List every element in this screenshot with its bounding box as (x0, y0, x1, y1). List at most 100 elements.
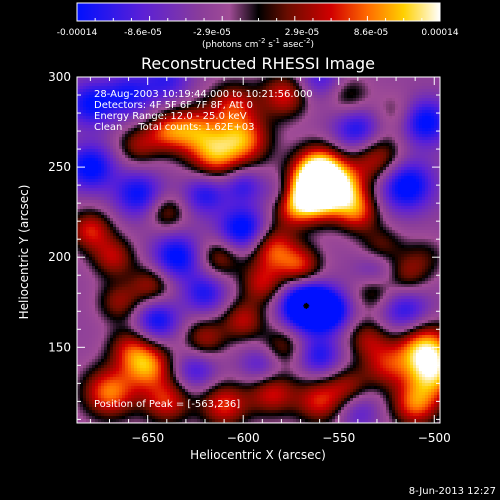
heatmap-cell (305, 98, 309, 102)
heatmap-cell (161, 83, 165, 87)
heatmap-cell (98, 119, 102, 123)
heatmap-cell (179, 158, 183, 162)
heatmap-cell (365, 92, 369, 96)
heatmap-cell (233, 188, 237, 192)
heatmap-cell (260, 119, 264, 123)
heatmap-cell (227, 89, 231, 93)
heatmap-cell (419, 185, 423, 189)
heatmap-cell (266, 155, 270, 159)
heatmap-cell (152, 149, 156, 153)
heatmap-cell (368, 173, 372, 177)
heatmap-cell (362, 161, 366, 165)
heatmap-cell (290, 86, 294, 90)
heatmap-cell (158, 140, 162, 144)
heatmap-cell (389, 179, 393, 183)
heatmap-cell (293, 95, 297, 99)
heatmap-cell (392, 110, 396, 114)
heatmap-cell (392, 80, 396, 84)
heatmap-cell (431, 173, 435, 177)
heatmap-cell (437, 146, 440, 150)
heatmap-cell (185, 185, 189, 189)
heatmap-cell (320, 152, 324, 156)
heatmap-cell (128, 137, 132, 141)
heatmap-cell (242, 119, 246, 123)
heatmap-cell (299, 149, 303, 153)
heatmap-cell (134, 92, 138, 96)
heatmap-cell (146, 188, 150, 192)
heatmap-cell (365, 149, 369, 153)
heatmap-cell (221, 86, 225, 90)
heatmap-cell (260, 134, 264, 138)
heatmap-cell (314, 191, 318, 195)
heatmap-cell (161, 122, 165, 126)
heatmap-cell (89, 92, 93, 96)
heatmap-cell (101, 191, 105, 195)
heatmap-cell (197, 194, 201, 198)
heatmap-cell (299, 110, 303, 114)
heatmap-cell (80, 77, 84, 81)
heatmap-cell (407, 86, 411, 90)
heatmap-cell (182, 158, 186, 162)
heatmap-cell (230, 83, 234, 87)
heatmap-cell (368, 92, 372, 96)
heatmap-cell (407, 89, 411, 93)
heatmap-cell (155, 95, 159, 99)
heatmap-cell (371, 128, 375, 132)
heatmap-cell (278, 89, 282, 93)
heatmap-cell (302, 80, 306, 84)
heatmap-cell (347, 140, 351, 144)
heatmap-cell (431, 131, 435, 135)
heatmap-cell (128, 179, 132, 183)
heatmap-cell (293, 176, 297, 180)
heatmap-cell (134, 107, 138, 111)
heatmap-cell (116, 194, 120, 198)
heatmap-cell (197, 146, 201, 150)
heatmap-cell (305, 146, 309, 150)
heatmap-cell (425, 119, 429, 123)
heatmap-cell (404, 113, 408, 117)
heatmap-cell (272, 86, 276, 90)
heatmap-cell (362, 86, 366, 90)
heatmap-cell (167, 152, 171, 156)
heatmap-cell (341, 191, 345, 195)
heatmap-cell (269, 89, 273, 93)
heatmap-cell (284, 167, 288, 171)
heatmap-cell (131, 92, 135, 96)
heatmap-cell (122, 149, 126, 153)
heatmap-cell (215, 146, 219, 150)
heatmap-cell (368, 152, 372, 156)
heatmap-cell (257, 92, 261, 96)
heatmap-cell (305, 173, 309, 177)
heatmap-cell (191, 158, 195, 162)
heatmap-cell (131, 167, 135, 171)
heatmap-cell (245, 167, 249, 171)
heatmap-cell (140, 107, 144, 111)
heatmap-cell (155, 113, 159, 117)
heatmap-cell (92, 95, 96, 99)
heatmap-cell (344, 89, 348, 93)
heatmap-cell (86, 167, 90, 171)
heatmap-cell (194, 188, 198, 192)
heatmap-cell (227, 110, 231, 114)
heatmap-cell (335, 125, 339, 129)
heatmap-cell (134, 140, 138, 144)
heatmap-cell (314, 152, 318, 156)
heatmap-cell (368, 110, 372, 114)
heatmap-cell (311, 191, 315, 195)
heatmap-cell (311, 161, 315, 165)
heatmap-cell (161, 125, 165, 129)
heatmap-cell (392, 176, 396, 180)
heatmap-cell (143, 104, 147, 108)
heatmap-cell (368, 185, 372, 189)
heatmap-cell (335, 131, 339, 135)
heatmap-cell (377, 131, 381, 135)
heatmap-cell (227, 92, 231, 96)
heatmap-cell (278, 122, 282, 126)
heatmap-cell (104, 158, 108, 162)
heatmap-cell (119, 86, 123, 90)
heatmap-cell (380, 197, 384, 201)
heatmap-cell (188, 83, 192, 87)
heatmap-cell (329, 125, 333, 129)
heatmap-cell (269, 179, 273, 183)
heatmap-cell (410, 77, 414, 81)
